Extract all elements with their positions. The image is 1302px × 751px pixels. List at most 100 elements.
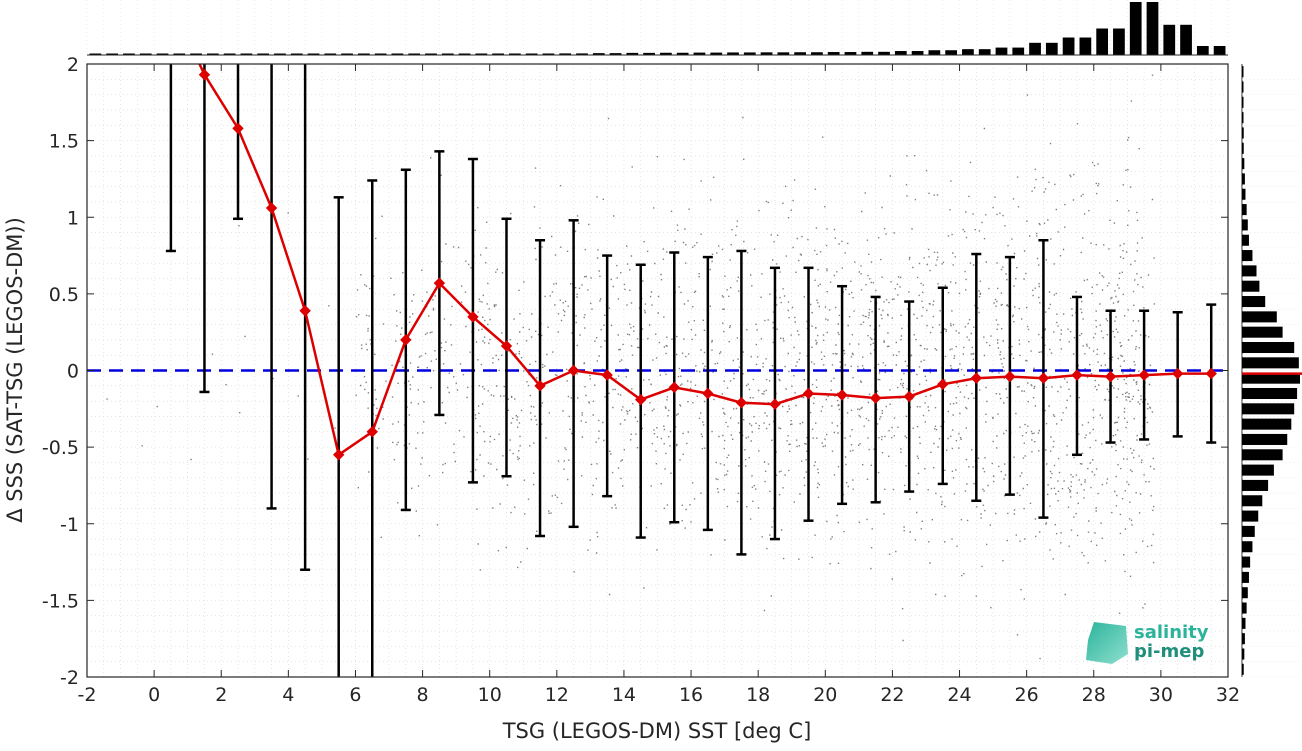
right-hist-bar bbox=[1242, 495, 1263, 507]
right-hist-bar bbox=[1242, 418, 1292, 430]
top-hist-bar bbox=[794, 52, 806, 55]
x-axis-label: TSG (LEGOS-DM) SST [deg C] bbox=[502, 719, 812, 743]
right-hist-bar bbox=[1242, 449, 1283, 461]
error-bar bbox=[333, 196, 344, 677]
error-bar bbox=[300, 64, 311, 571]
y-tick-label: 2 bbox=[67, 54, 79, 76]
right-hist-bar bbox=[1242, 296, 1266, 308]
right-hist-bar bbox=[1242, 387, 1298, 400]
scatter-cloud bbox=[106, 74, 1156, 660]
right-hist-bar bbox=[1242, 357, 1299, 369]
x-tick-label: 4 bbox=[282, 684, 294, 706]
right-hist-bar bbox=[1242, 66, 1244, 78]
right-hist-bar bbox=[1242, 525, 1255, 537]
y-tick-label: -1.5 bbox=[42, 590, 79, 612]
right-hist-bar bbox=[1242, 602, 1247, 614]
y-tick-label: 1.5 bbox=[49, 131, 79, 153]
top-hist-bar bbox=[878, 51, 890, 55]
x-tick-label: 30 bbox=[1149, 684, 1173, 706]
error-bar bbox=[266, 64, 277, 510]
x-tick-label: -2 bbox=[78, 684, 97, 706]
right-hist-bar bbox=[1242, 464, 1274, 476]
data-point bbox=[400, 334, 412, 346]
data-point bbox=[1138, 369, 1150, 381]
data-point bbox=[735, 396, 748, 409]
top-hist-bar bbox=[1045, 42, 1058, 55]
error-bar bbox=[199, 64, 210, 394]
right-hist-bar bbox=[1242, 403, 1295, 415]
top-hist-bar bbox=[894, 51, 907, 55]
top-hist-bar bbox=[1062, 37, 1075, 55]
top-hist-bar bbox=[777, 52, 790, 55]
top-hist-bar bbox=[710, 52, 723, 55]
right-hist-bar bbox=[1242, 617, 1246, 629]
top-hist-bar bbox=[643, 52, 655, 55]
x-tick-label: 0 bbox=[148, 684, 160, 706]
right-hist-bar bbox=[1242, 311, 1277, 323]
top-hist-bar bbox=[743, 52, 756, 55]
y-tick-label: -2 bbox=[60, 667, 79, 689]
top-hist-bar bbox=[1012, 47, 1025, 55]
data-point bbox=[232, 122, 244, 135]
x-tick-label: 12 bbox=[545, 684, 569, 706]
right-hist-bar bbox=[1242, 587, 1248, 599]
top-hist-bar bbox=[1196, 45, 1209, 55]
top-hist-bar bbox=[1213, 45, 1226, 55]
right-hist-bar bbox=[1242, 326, 1283, 338]
error-bar bbox=[233, 64, 244, 221]
top-hist-bar bbox=[1029, 42, 1041, 55]
x-tick-label: 2 bbox=[215, 684, 227, 706]
data-point bbox=[668, 381, 680, 394]
data-point bbox=[1037, 372, 1050, 384]
top-hist-bar bbox=[139, 53, 152, 55]
data-point bbox=[433, 277, 446, 289]
data-point bbox=[1004, 370, 1016, 383]
right-hist-bar bbox=[1242, 142, 1244, 154]
data-point bbox=[467, 311, 479, 323]
top-hist-bar bbox=[911, 51, 924, 55]
right-hist-bar bbox=[1242, 81, 1244, 93]
mean-line bbox=[198, 64, 1212, 457]
top-hist-bar bbox=[1096, 28, 1109, 55]
top-hist-bar bbox=[106, 53, 119, 55]
data-point bbox=[802, 387, 815, 400]
x-tick-label: 28 bbox=[1082, 684, 1106, 706]
right-hist-bar bbox=[1242, 479, 1269, 491]
logo-line1: salinity bbox=[1134, 622, 1209, 643]
right-hist-bar bbox=[1242, 204, 1247, 216]
top-hist-bar bbox=[257, 53, 270, 55]
top-hist-bar bbox=[542, 53, 555, 55]
top-hist-bar bbox=[693, 52, 706, 55]
y-tick-label: 0 bbox=[67, 361, 79, 383]
top-hist-bar bbox=[441, 53, 454, 55]
y-tick-label: -0.5 bbox=[42, 437, 79, 459]
data-point bbox=[265, 202, 278, 214]
right-hist-bar bbox=[1242, 663, 1244, 675]
right-hist-bar bbox=[1242, 372, 1300, 384]
data-point bbox=[198, 69, 211, 81]
top-hist-bar bbox=[391, 53, 404, 55]
x-tick-label: 32 bbox=[1216, 684, 1240, 706]
top-hist-bar bbox=[374, 53, 387, 55]
top-hist-bar bbox=[592, 53, 605, 55]
top-hist-bar bbox=[995, 47, 1008, 55]
top-hist-bar bbox=[1180, 24, 1192, 55]
scatter-points bbox=[106, 74, 1156, 660]
right-hist-bar bbox=[1242, 96, 1244, 108]
x-tick-label: 16 bbox=[679, 684, 703, 706]
top-hist-bar bbox=[525, 53, 538, 55]
y-axis-label: Δ SSS (SAT-TSG (LEGOS-DM)) bbox=[3, 217, 27, 523]
x-tick-label: 26 bbox=[1015, 684, 1039, 706]
top-hist-bar bbox=[458, 53, 471, 55]
top-hist-bar bbox=[760, 52, 773, 55]
y-tick-label: -1 bbox=[60, 514, 79, 536]
top-hist-bar bbox=[156, 53, 169, 55]
x-tick-label: 24 bbox=[947, 684, 971, 706]
right-hist-bar bbox=[1242, 571, 1249, 583]
top-hist-bar bbox=[660, 52, 672, 55]
error-bar bbox=[165, 64, 176, 253]
salinity-pi-mep-logo: salinity pi-mep bbox=[1086, 622, 1209, 664]
right-hist-bar bbox=[1242, 219, 1248, 231]
top-hist-bar bbox=[626, 52, 639, 55]
